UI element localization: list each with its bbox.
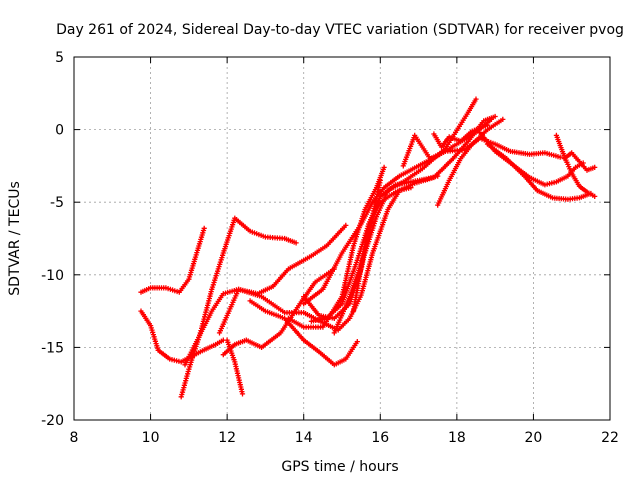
series-markers [247, 298, 360, 368]
y-tick-label: -20 [41, 413, 64, 429]
series-markers [216, 185, 414, 336]
x-tick-label: 10 [142, 430, 160, 446]
series-track-20 [553, 132, 598, 199]
series-track-19 [484, 141, 594, 202]
plot-border [73, 56, 611, 421]
x-tick-label: 20 [525, 430, 543, 446]
y-tick-label: 0 [55, 123, 64, 139]
y-tick-label: 5 [55, 50, 64, 66]
x-tick-label: 18 [448, 430, 466, 446]
series-track-7 [247, 298, 360, 368]
series-markers [484, 141, 594, 202]
x-tick-label: 22 [601, 430, 619, 446]
series-markers [138, 225, 207, 295]
series-track-16 [431, 122, 491, 150]
x-axis-label: GPS time / hours [281, 459, 398, 475]
y-axis-label: SDTVAR / TECUs [7, 181, 23, 296]
series-track-21 [561, 150, 598, 173]
chart-title: Day 261 of 2024, Sidereal Day-to-day VTE… [56, 22, 624, 38]
y-tick-label: -15 [41, 340, 64, 356]
series-markers [431, 122, 491, 150]
x-tick-label: 16 [371, 430, 389, 446]
x-tick-label: 14 [295, 430, 313, 446]
series-track-17 [435, 116, 506, 208]
series-track-14 [350, 113, 498, 314]
axis-ticks: 8 10 12 14 16 18 20 22 -20 -15 -10 -5 0 5 [41, 50, 619, 446]
x-tick-label: 8 [70, 430, 79, 446]
series-track-8 [216, 185, 414, 336]
series-markers [350, 113, 498, 314]
series-track-1 [138, 225, 207, 295]
y-tick-label: -5 [50, 195, 64, 211]
y-tick-label: -10 [41, 268, 64, 284]
series-markers [561, 150, 598, 173]
series-markers [224, 337, 246, 397]
series-group [138, 96, 598, 400]
x-tick-label: 12 [218, 430, 236, 446]
series-markers [435, 116, 506, 208]
